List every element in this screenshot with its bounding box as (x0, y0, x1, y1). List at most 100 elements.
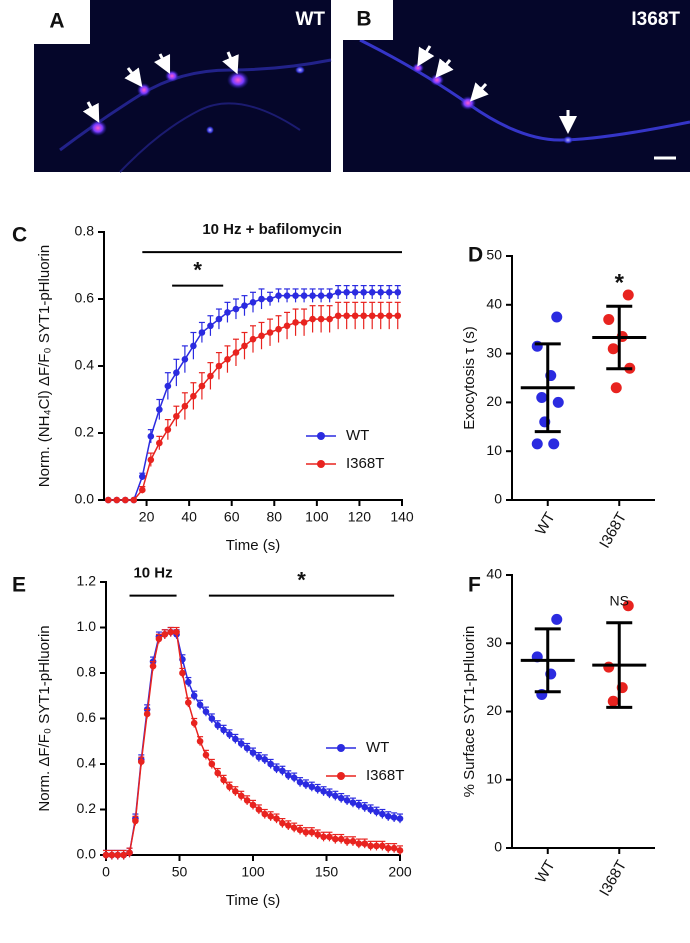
bouton (206, 126, 214, 134)
y-tick-label: 1.2 (77, 573, 97, 589)
data-point (196, 737, 204, 745)
data-point (290, 774, 298, 781)
data-point (267, 813, 274, 820)
data-point (161, 631, 169, 638)
data-point (126, 849, 133, 857)
data-point (120, 851, 127, 859)
y-tick-label: 10 (486, 442, 502, 458)
data-point (320, 833, 327, 841)
data-point (607, 695, 619, 707)
data-point (155, 635, 163, 643)
data-point (173, 369, 180, 377)
data-point (190, 342, 197, 350)
data-point (360, 312, 367, 320)
data-point (224, 356, 231, 363)
data-point (334, 289, 342, 296)
data-point (296, 826, 304, 834)
data-point (215, 362, 223, 370)
bouton (165, 70, 179, 82)
data-point (241, 302, 248, 310)
y-axis-label: Norm. ΔF/F₀ SYT1-pHluorin (36, 625, 53, 811)
data-point (237, 740, 245, 747)
data-point (349, 838, 357, 845)
y-tick-label: 20 (486, 393, 502, 409)
micrograph (343, 0, 690, 172)
data-point (367, 842, 374, 850)
legend-marker (317, 460, 325, 468)
data-point (368, 289, 376, 296)
data-point (255, 806, 263, 813)
y-tick-label: 40 (486, 296, 502, 312)
annotation-text: * (193, 257, 202, 282)
legend-marker (337, 744, 345, 752)
data-point (308, 828, 316, 836)
y-axis-label: % Surface SYT1-pHluorin (461, 626, 478, 798)
y-tick-label: 0 (494, 491, 502, 507)
x-tick-label: WT (532, 509, 558, 538)
data-point (390, 814, 398, 821)
data-point (114, 851, 122, 859)
bouton (295, 66, 305, 74)
data-point (275, 292, 282, 299)
arrow (124, 67, 143, 88)
data-point (292, 319, 299, 326)
y-tick-label: 0 (494, 839, 502, 855)
data-point (147, 456, 155, 464)
y-tick-label: 30 (486, 634, 502, 650)
data-point (243, 744, 251, 752)
panel-label: B (356, 8, 371, 31)
data-point (173, 412, 180, 420)
data-point (156, 439, 163, 447)
data-point (302, 781, 310, 788)
x-tick-label: 0 (102, 864, 110, 880)
panel-label: A (49, 10, 64, 33)
data-point (267, 760, 274, 768)
data-point (326, 790, 333, 797)
arrow (417, 45, 435, 67)
data-point (273, 815, 280, 822)
data-point (258, 295, 265, 303)
arrow (153, 53, 171, 75)
y-axis-label: Exocytosis τ (s) (461, 326, 478, 429)
data-point (326, 292, 333, 299)
data-point (603, 661, 615, 673)
data-point (181, 402, 189, 410)
data-point (232, 788, 239, 795)
data-point (384, 813, 392, 820)
x-axis-label: Time (s) (226, 537, 280, 554)
data-point (343, 797, 351, 804)
data-point (343, 838, 351, 845)
annotation-text: * (297, 567, 306, 592)
panel-label: D (468, 244, 483, 267)
y-tick-label: 0.8 (77, 664, 97, 680)
data-point (300, 292, 308, 299)
data-point (279, 767, 286, 775)
x-tick-label: 50 (172, 864, 188, 880)
bouton (563, 136, 573, 144)
data-point (232, 349, 240, 356)
data-point (137, 758, 145, 766)
data-point (283, 322, 291, 330)
y-tick-label: 0.6 (75, 290, 95, 306)
data-point (208, 715, 216, 722)
y-tick-label: 0.2 (75, 424, 95, 440)
y-tick-label: 10 (486, 770, 502, 786)
bouton (460, 96, 476, 110)
x-tick-label: 80 (266, 509, 282, 525)
x-tick-label: 20 (139, 509, 155, 525)
data-point (241, 342, 248, 350)
data-point (373, 808, 380, 816)
data-point (326, 833, 333, 841)
data-point (284, 822, 292, 829)
y-tick-label: 0.2 (77, 800, 97, 816)
data-point (332, 792, 339, 800)
data-point (384, 844, 392, 852)
data-point (121, 496, 129, 504)
data-point (603, 313, 615, 325)
data-point (190, 719, 198, 727)
data-point (394, 289, 402, 296)
data-point (300, 319, 308, 326)
x-tick-label: 40 (181, 509, 197, 525)
data-point (332, 835, 339, 843)
